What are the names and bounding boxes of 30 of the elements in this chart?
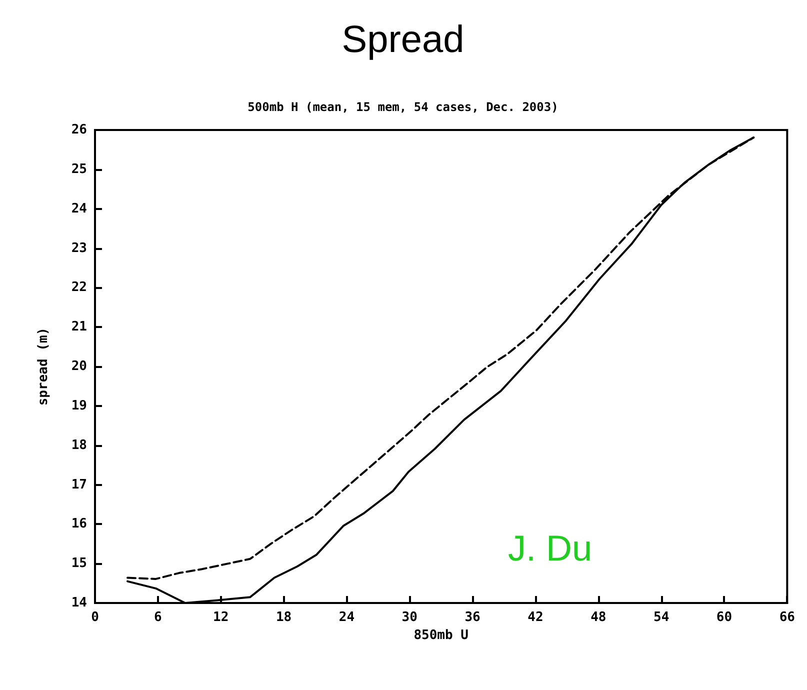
x-tick-label: 24 (338, 610, 355, 625)
y-tick-label: 23 (71, 240, 87, 256)
y-tick-label: 20 (71, 359, 88, 374)
x-tick-label: 12 (213, 610, 229, 625)
x-tick-label: 6 (154, 610, 162, 625)
y-tick-label: 25 (71, 162, 87, 177)
chart-subtitle: 500mb H (mean, 15 mem, 54 cases, Dec. 2003) (248, 100, 558, 114)
y-tick-label: 26 (71, 122, 88, 138)
x-tick-label: 0 (91, 610, 100, 625)
y-tick-label: 24 (71, 201, 88, 216)
y-tick-label: 22 (71, 280, 87, 296)
y-tick-label: 19 (71, 398, 87, 414)
chart-title: Spread (342, 19, 464, 61)
y-tick-label: 16 (71, 516, 88, 532)
x-tick-label: 60 (716, 610, 732, 625)
x-tick-label: 30 (402, 610, 418, 625)
x-tick-label: 54 (653, 610, 670, 625)
x-tick-label: 18 (276, 610, 292, 625)
x-tick-label: 48 (590, 610, 606, 625)
x-tick-label: 36 (464, 610, 481, 625)
y-tick-label: 21 (71, 320, 88, 335)
y-tick-label: 15 (71, 556, 87, 572)
x-tick-label: 66 (779, 610, 796, 625)
x-tick-label: 42 (528, 610, 544, 625)
x-axis-title: 850mb U (414, 628, 469, 643)
annotation: J. Du (508, 528, 592, 568)
y-axis-title: spread (m) (36, 327, 51, 406)
y-tick-label: 18 (71, 438, 88, 453)
y-tick-label: 17 (71, 477, 87, 492)
y-tick-label: 14 (71, 596, 88, 610)
